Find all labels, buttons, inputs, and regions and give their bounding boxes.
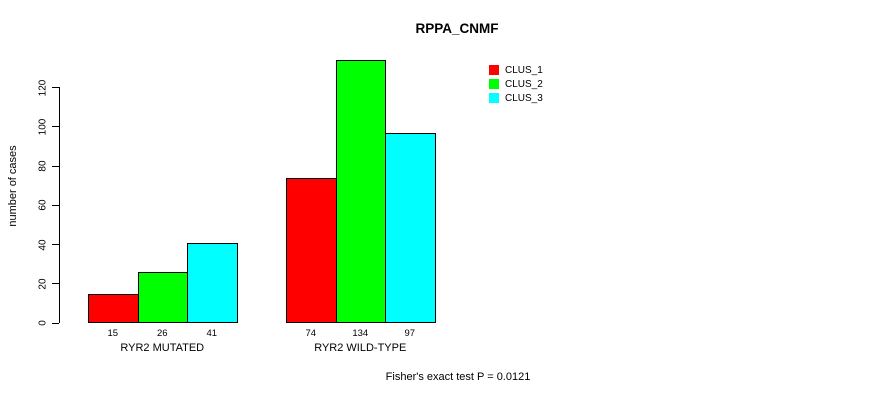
y-tick-mark: [52, 322, 59, 324]
bar-clus_3-1: [187, 242, 238, 323]
legend-swatch-clus_1: [489, 65, 499, 75]
y-tick-mark: [52, 165, 59, 167]
y-tick-mark: [52, 87, 59, 89]
y-tick-label: 40: [37, 238, 49, 251]
y-tick-label: 80: [37, 160, 49, 172]
legend-label: CLUS_2: [505, 78, 543, 90]
y-tick-label: 120: [37, 79, 49, 96]
bar-clus_1-2: [286, 177, 337, 323]
bar-clus_2-1: [137, 271, 188, 323]
bar-clus_1-1: [88, 293, 139, 323]
bar-clus_2-2: [335, 60, 386, 323]
bar-value-label: 15: [107, 328, 119, 339]
bar-clus_3-2: [385, 132, 436, 323]
legend-swatch-clus_3: [489, 93, 499, 103]
category-label: RYR2 WILD-TYPE: [314, 342, 407, 354]
category-label: RYR2 MUTATED: [120, 342, 205, 354]
y-axis-line: [59, 87, 60, 323]
legend-item-clus_2: CLUS_2: [489, 78, 543, 90]
legend-label: CLUS_1: [505, 64, 543, 76]
bar-value-label: 26: [156, 328, 168, 339]
bar-value-label: 41: [206, 328, 218, 339]
y-axis-label: number of cases: [7, 145, 19, 227]
chart-title: RPPA_CNMF: [415, 21, 499, 36]
y-tick-label: 60: [37, 199, 49, 211]
y-tick-mark: [52, 244, 59, 246]
y-tick-mark: [52, 126, 59, 128]
y-tick-label: 20: [37, 278, 49, 290]
legend-item-clus_3: CLUS_3: [489, 92, 543, 104]
legend-label: CLUS_3: [505, 92, 543, 104]
y-tick-mark: [52, 204, 59, 206]
bar-value-label: 97: [404, 328, 416, 339]
y-tick-label: 100: [37, 118, 49, 136]
bar-value-label: 134: [352, 328, 369, 339]
footer-note: Fisher's exact test P = 0.0121: [385, 371, 531, 383]
legend-swatch-clus_2: [489, 79, 499, 89]
y-tick-label: 0: [37, 320, 49, 326]
y-tick-mark: [52, 283, 59, 285]
legend-item-clus_1: CLUS_1: [489, 64, 543, 76]
bar-value-label: 74: [305, 328, 317, 339]
